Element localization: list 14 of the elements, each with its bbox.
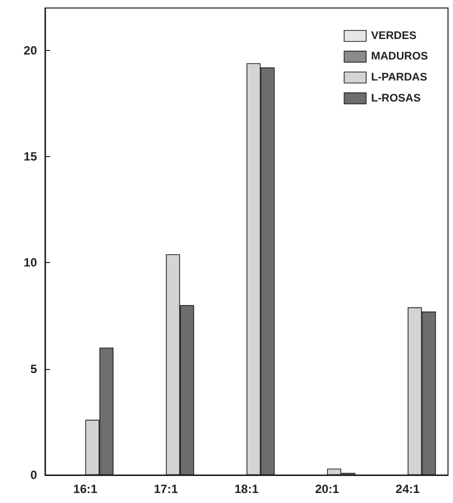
x-tick-label: 18:1	[234, 482, 259, 496]
y-tick-label: 20	[24, 43, 38, 58]
y-tick-label: 0	[30, 468, 38, 482]
legend-label: L-PARDAS	[371, 72, 428, 84]
y-tick-label: 15	[24, 150, 38, 164]
legend-label: MADUROS	[371, 50, 428, 63]
x-tick-label: 17:1	[154, 482, 178, 496]
legend-label: L-ROSAS	[371, 92, 421, 104]
x-tick-label: 16:1	[73, 482, 98, 496]
y-tick-label: 10	[24, 256, 38, 270]
y-tick-label: 5	[30, 362, 38, 376]
x-tick-label: 20:1	[315, 482, 340, 496]
x-tick-label: 24:1	[396, 482, 420, 496]
legend-label: VERDES	[371, 30, 416, 42]
